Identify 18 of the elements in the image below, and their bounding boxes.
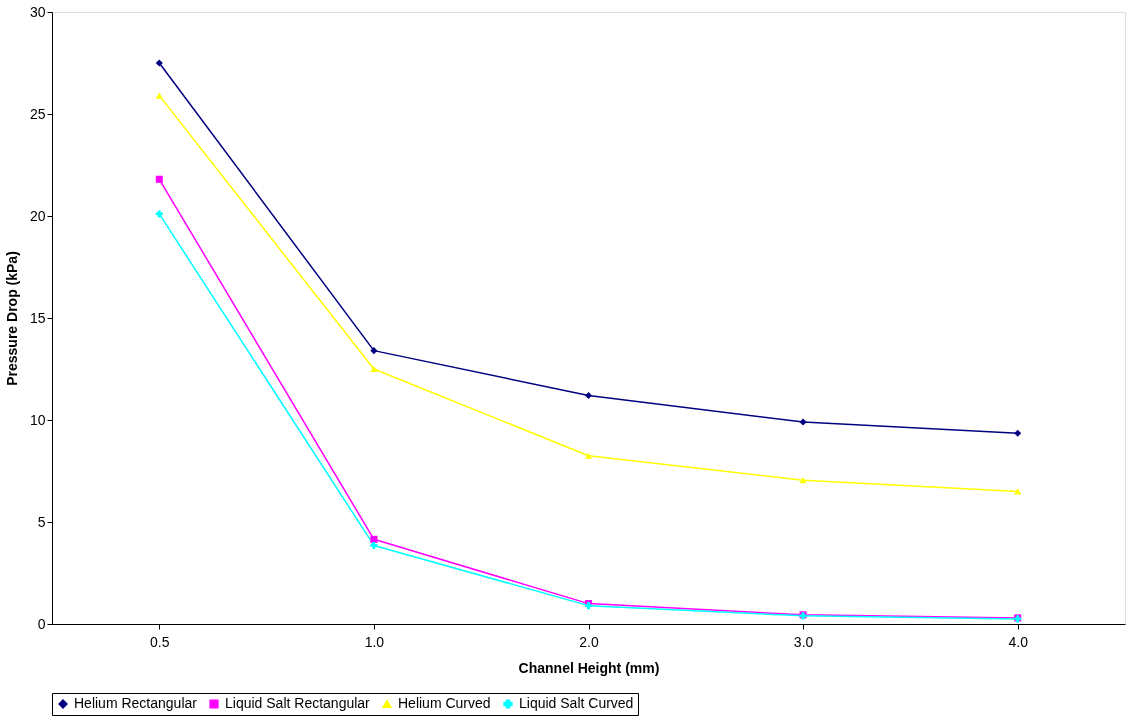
y-tick-label: 15 bbox=[29, 309, 46, 326]
x-axis-title: Channel Height (mm) bbox=[518, 659, 660, 676]
y-tick-label: 0 bbox=[37, 615, 46, 632]
y-tick-label: 30 bbox=[29, 3, 46, 20]
y-tick-label: 10 bbox=[29, 411, 46, 428]
x-tick-label: 0.5 bbox=[150, 633, 170, 650]
x-tick-label: 1.0 bbox=[364, 633, 385, 650]
legend-label: Liquid Salt Curved bbox=[519, 695, 634, 711]
y-axis-title: Pressure Drop (kPa) bbox=[3, 251, 20, 386]
legend-label: Helium Curved bbox=[398, 695, 491, 711]
legend-label: Liquid Salt Rectangular bbox=[225, 695, 371, 711]
y-tick-label: 25 bbox=[29, 105, 46, 122]
x-tick-label: 2.0 bbox=[579, 633, 599, 650]
y-tick-label: 20 bbox=[29, 207, 46, 224]
legend-label: Helium Rectangular bbox=[74, 695, 198, 711]
x-tick-label: 3.0 bbox=[793, 633, 814, 650]
x-tick-label: 4.0 bbox=[1008, 633, 1029, 650]
y-tick-label: 5 bbox=[37, 513, 46, 530]
